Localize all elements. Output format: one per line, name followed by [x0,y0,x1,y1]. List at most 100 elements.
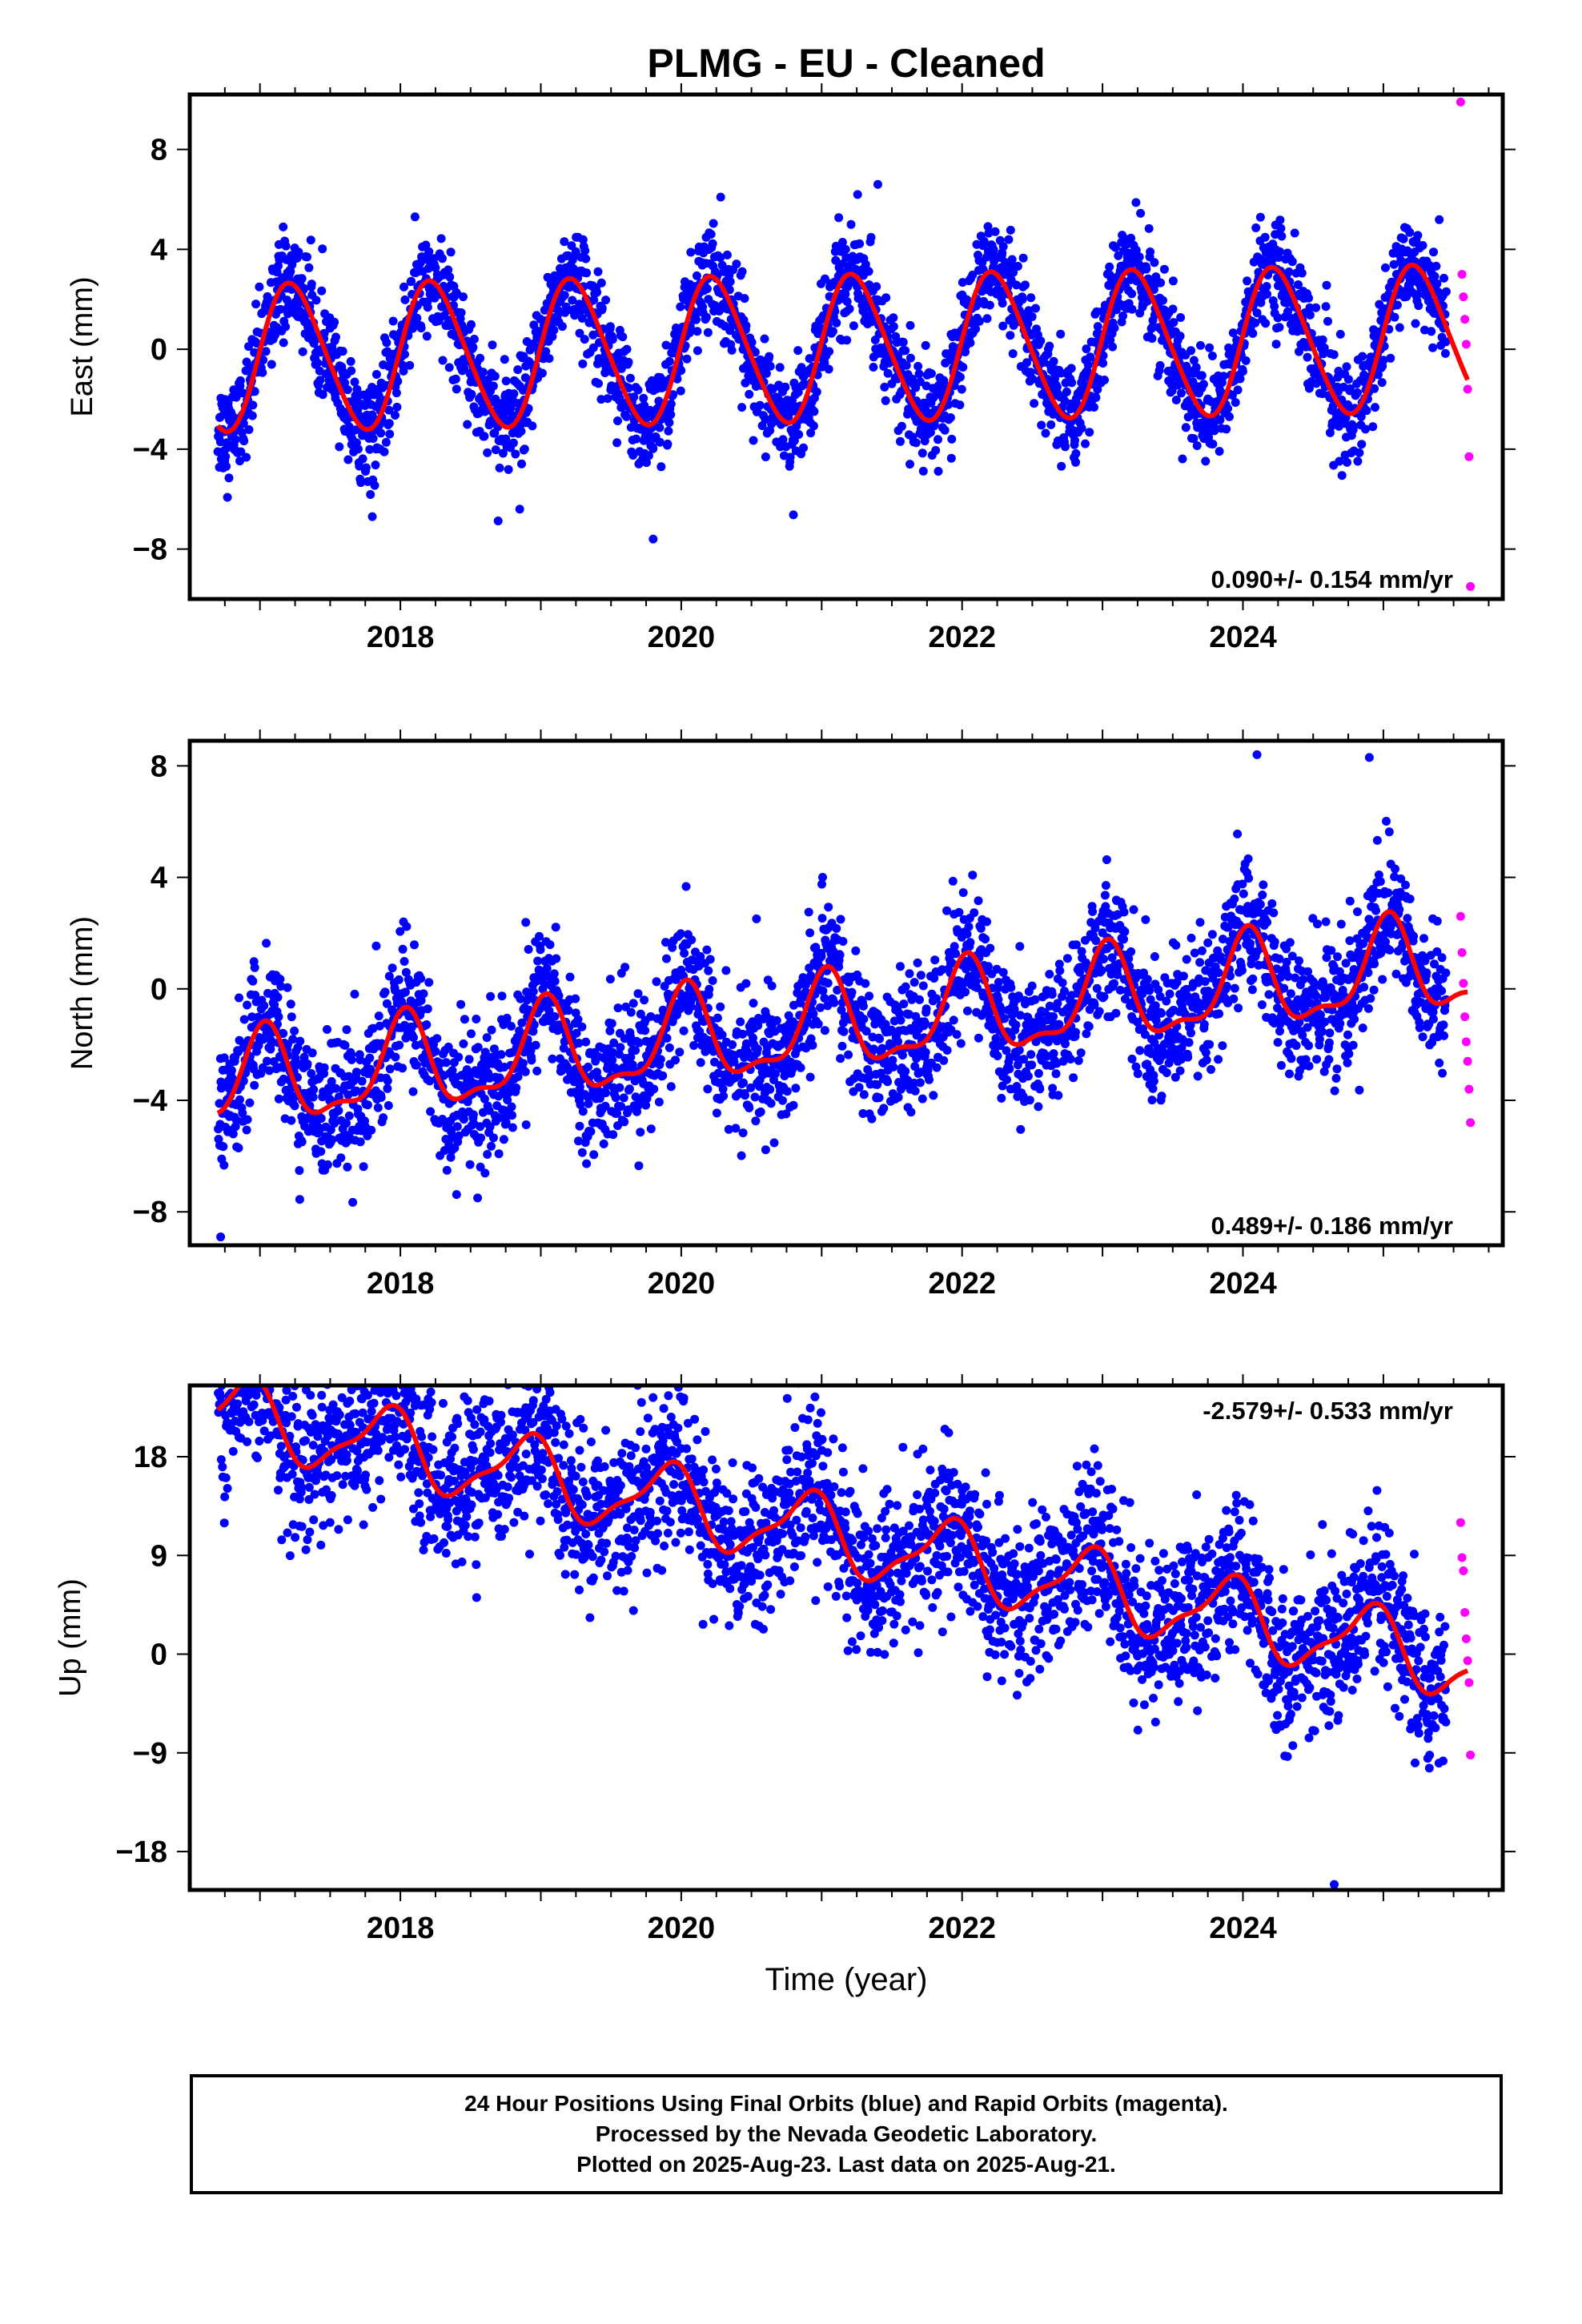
final-orbit-point [219,1142,228,1152]
final-orbit-point [239,436,249,446]
final-orbit-point [343,1162,352,1172]
final-orbit-point [1284,267,1294,276]
final-orbit-point [264,1066,274,1076]
final-orbit-point [1223,404,1233,413]
final-orbit-point [731,1124,741,1133]
final-orbit-point [467,1029,476,1039]
final-orbit-point [866,232,876,242]
final-orbit-point [859,1015,869,1023]
final-orbit-point [550,976,560,986]
final-orbit-point [568,296,577,305]
final-orbit-point [486,991,496,1001]
final-orbit-point [1082,344,1091,354]
final-orbit-point [677,366,686,376]
final-orbit-point [1085,428,1094,437]
final-orbit-point [297,274,307,283]
final-orbit-point [402,922,412,931]
final-orbit-point [588,343,598,352]
final-orbit-point [571,994,580,1003]
final-orbit-point [393,376,403,386]
final-orbit-point [906,1108,916,1117]
final-orbit-point [250,1080,259,1090]
x-tick-label: 2024 [1209,621,1277,654]
final-orbit-point [508,1111,516,1120]
final-orbit-point [918,466,928,476]
final-orbit-point [1412,290,1422,300]
final-orbit-point [913,361,923,371]
final-orbit-point [487,1025,496,1035]
final-orbit-point [934,467,943,476]
outlier-point [367,512,377,521]
final-orbit-point [1022,358,1031,368]
final-orbit-point [422,1020,432,1029]
final-orbit-point [295,1036,305,1046]
final-orbit-point [549,325,559,335]
final-orbit-point [661,938,670,947]
final-orbit-point [1067,378,1077,388]
final-orbit-point [805,1072,815,1082]
final-orbit-point [749,436,758,445]
final-orbit-point [994,995,1003,1004]
final-orbit-point [1100,376,1109,384]
final-orbit-point [238,388,247,398]
final-orbit-point [629,392,639,402]
final-orbit-point [911,383,921,392]
final-orbit-point [250,963,259,972]
final-orbit-point [1322,280,1331,290]
final-orbit-point [387,963,397,973]
final-orbit-point [385,1064,395,1074]
final-orbit-point [513,1072,523,1081]
final-orbit-point [608,335,617,344]
final-orbit-point [407,276,416,286]
final-orbit-point [465,1160,475,1169]
final-orbit-point [836,1054,845,1063]
final-orbit-point [299,283,309,293]
final-orbit-point [832,923,841,933]
final-orbit-point [998,321,1008,331]
final-orbit-point [431,263,440,272]
final-orbit-point [732,259,741,269]
final-orbit-point [793,346,803,356]
final-orbit-point [837,1041,847,1051]
final-orbit-point [796,1063,805,1072]
final-orbit-point [448,1066,457,1076]
final-orbit-point [1355,448,1364,457]
final-orbit-point [1371,403,1379,412]
final-orbit-point [648,444,658,453]
final-orbit-point [632,434,641,444]
final-orbit-point [297,1137,307,1147]
final-orbit-point [893,1092,903,1102]
final-orbit-point [998,1081,1007,1091]
final-orbit-point [528,421,537,431]
final-orbit-point [772,1015,781,1025]
final-orbit-point [231,1122,240,1132]
final-orbit-point [1305,303,1315,312]
final-orbit-point [248,400,258,410]
final-orbit-point [1071,448,1081,458]
final-orbit-point [575,328,584,338]
final-orbit-point [717,1030,727,1039]
final-orbit-point [482,1033,492,1043]
final-orbit-point [706,230,716,239]
final-orbit-point [837,1005,846,1015]
final-orbit-point [974,1033,983,1043]
final-orbit-point [392,402,402,412]
final-orbit-point [741,1091,749,1100]
final-orbit-point [948,876,958,886]
final-orbit-point [412,1060,421,1070]
final-orbit-point [493,517,503,525]
final-orbit-point [1275,323,1284,332]
final-orbit-point [342,1119,351,1128]
final-orbit-point [1263,289,1272,299]
final-orbit-point [1215,447,1224,456]
final-orbit-point [687,935,697,945]
final-orbit-point [634,1161,644,1171]
final-orbit-point [998,242,1008,251]
final-orbit-point [675,1004,685,1014]
final-orbit-point [983,222,993,231]
final-orbit-point [286,999,295,1009]
final-orbit-point [358,454,367,464]
final-orbit-point [231,1115,241,1124]
final-orbit-point [385,429,395,439]
final-orbit-point [940,425,950,435]
